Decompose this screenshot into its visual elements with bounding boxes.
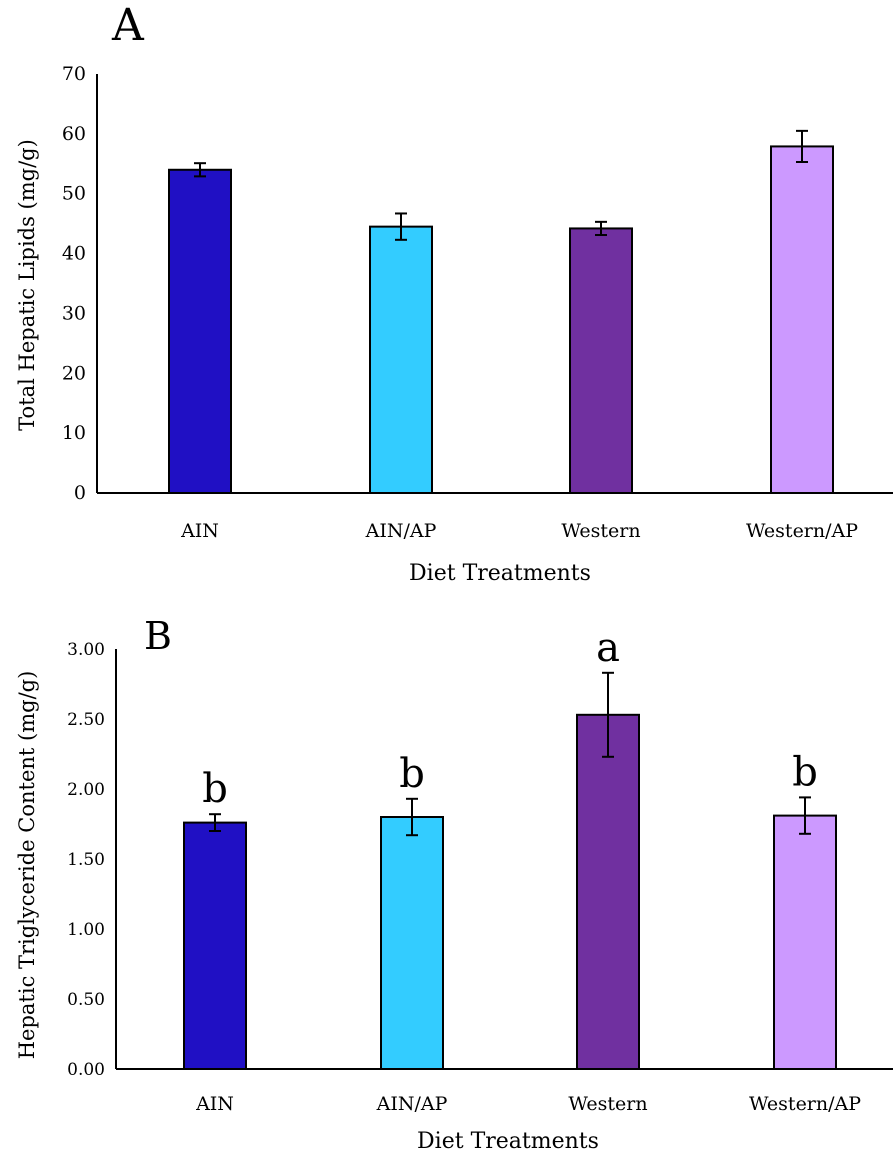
significance-label: b [202, 766, 228, 812]
category-label: AIN/AP [365, 520, 437, 542]
y-tick-label: 60 [62, 123, 86, 145]
bar-group [168, 129, 834, 494]
category-label: AIN [195, 1093, 234, 1115]
bar [773, 814, 837, 1070]
y-tick-label: 70 [62, 63, 86, 85]
category-label: Western [561, 520, 640, 542]
y-tick-label: 0.50 [67, 990, 105, 1010]
category-label: Western/AP [749, 1093, 861, 1115]
category-label: Western [568, 1093, 647, 1115]
y-axis-label: Total Hepatic Lipids (mg/g) [15, 139, 39, 431]
bar [380, 816, 444, 1070]
significance-label: b [399, 751, 425, 797]
y-tick-label: 2.50 [67, 710, 105, 730]
bar-group: b b a b [183, 625, 837, 1070]
error-bar [209, 813, 221, 832]
y-tick-label: 20 [62, 362, 86, 384]
bar [569, 227, 633, 494]
error-bar [194, 162, 206, 178]
y-axis-label: Hepatic Triglyceride Content (mg/g) [15, 671, 39, 1060]
bar [369, 225, 433, 494]
y-tick-label: 3.00 [67, 640, 105, 660]
error-bar [595, 220, 607, 237]
y-tick-label: 0 [74, 482, 86, 504]
error-bar [796, 129, 808, 163]
panel-label: A [111, 0, 145, 51]
y-tick-label: 0.00 [67, 1060, 105, 1080]
axes: 0.00 0.50 1.00 1.50 2.00 2.50 3.00 AIN AIN/AP Wes… [67, 640, 893, 1115]
bar [183, 821, 247, 1070]
bar [168, 168, 232, 494]
x-axis-label: Diet Treatments [409, 561, 591, 586]
error-bar [799, 796, 811, 835]
y-tick-label: 50 [62, 183, 86, 205]
bar [770, 145, 834, 494]
error-bar [395, 212, 407, 241]
category-label: AIN/AP [376, 1093, 448, 1115]
bar [576, 713, 640, 1070]
significance-label: a [596, 625, 620, 671]
significance-label: b [792, 749, 818, 795]
y-tick-label: 30 [62, 302, 86, 324]
panel-a: A Total Hepatic Lipids (mg/g) Diet Treat… [15, 0, 893, 586]
y-tick-label: 10 [62, 422, 86, 444]
panel-label: B [144, 614, 172, 658]
category-label: AIN [180, 520, 219, 542]
error-bar [406, 797, 418, 837]
y-tick-label: 1.50 [67, 850, 105, 870]
y-tick-label: 2.00 [67, 780, 105, 800]
category-label: Western/AP [746, 520, 858, 542]
error-bar [602, 671, 614, 758]
y-tick-label: 1.00 [67, 920, 105, 940]
x-axis-label: Diet Treatments [417, 1129, 599, 1154]
panel-b: B Hepatic Triglyceride Content (mg/g) Di… [15, 614, 893, 1154]
y-tick-label: 40 [62, 243, 86, 265]
axes: 0 10 20 30 40 50 60 70 AIN AIN/AP Western Western/A… [62, 63, 893, 542]
